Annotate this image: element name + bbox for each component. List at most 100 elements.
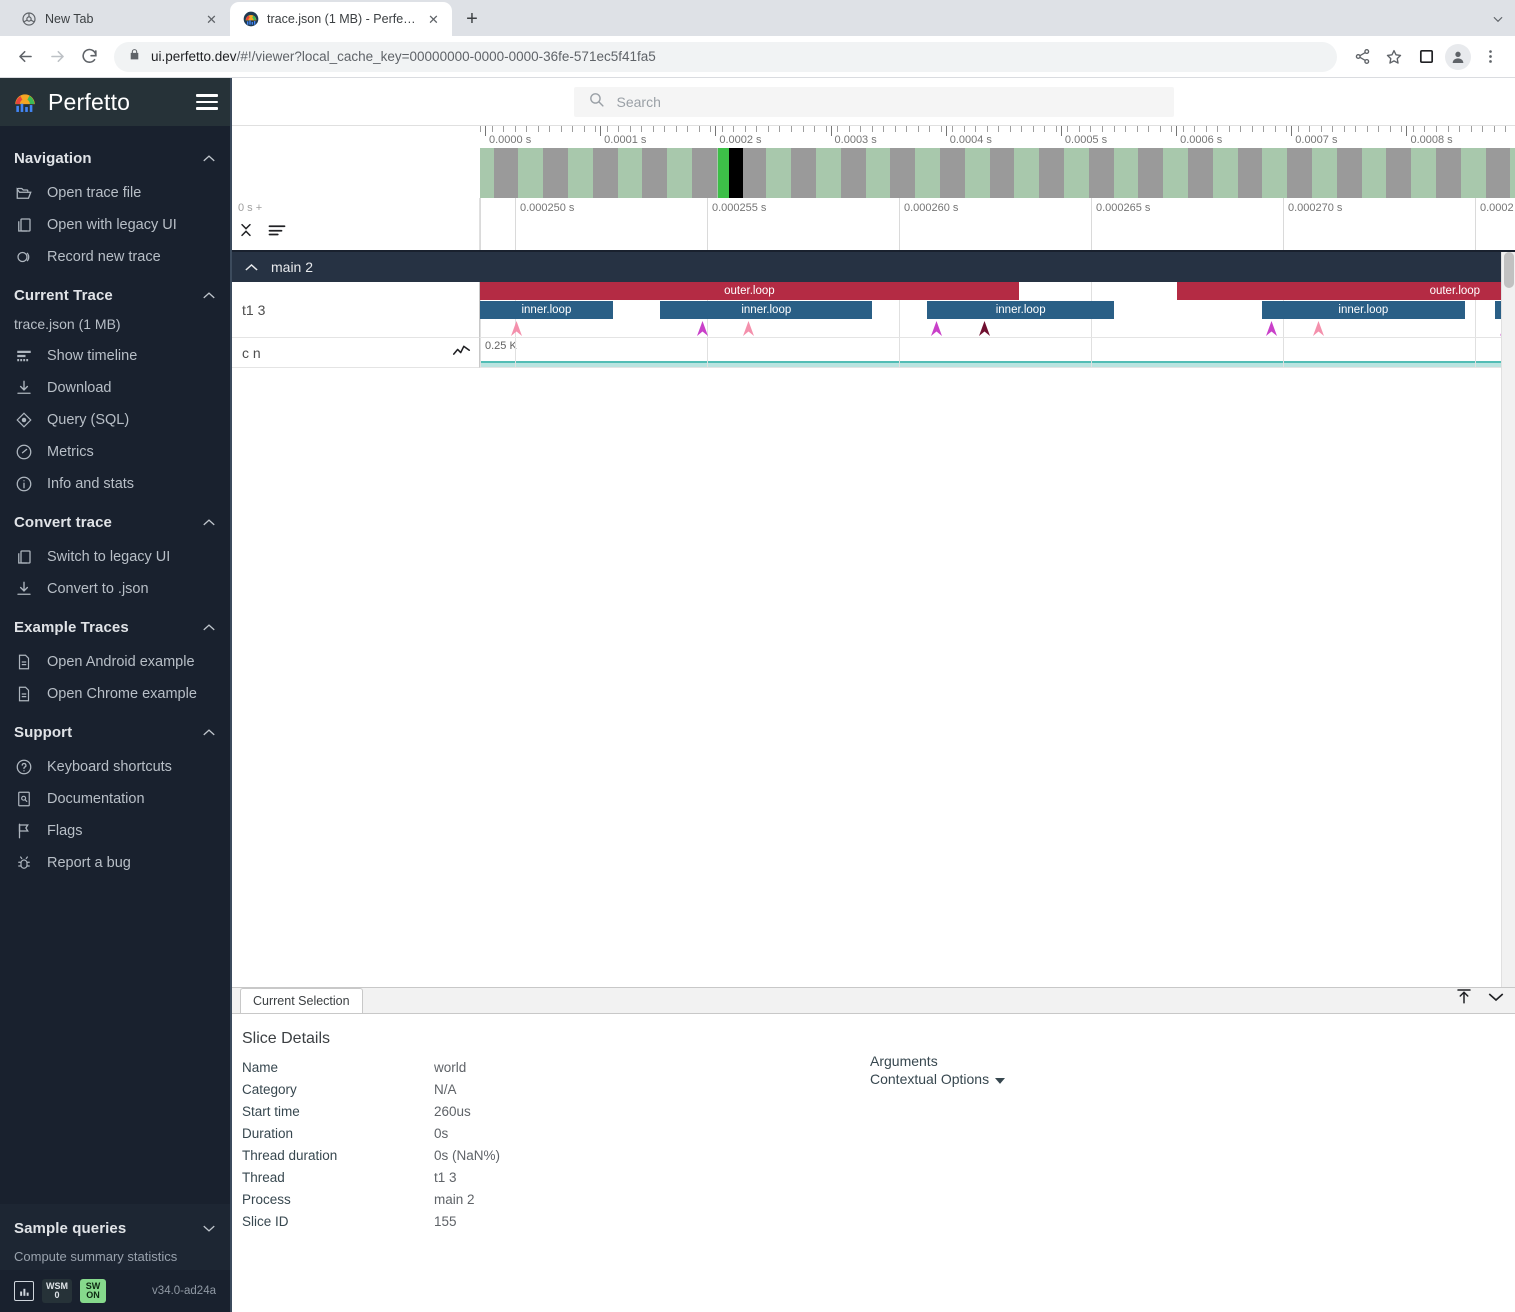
search-input[interactable]: Search [573, 86, 1174, 117]
close-icon[interactable]: ✕ [428, 11, 439, 27]
track-gridline [1091, 338, 1092, 367]
sidebar-item-open-chrome-example[interactable]: Open Chrome example [0, 678, 230, 710]
instant-marker-icon[interactable] [1499, 321, 1501, 337]
sidebar-item-flags[interactable]: Flags [0, 815, 230, 847]
browser-tab-perfetto[interactable]: trace.json (1 MB) - Perfetto UI ✕ [230, 2, 452, 36]
reload-icon[interactable] [74, 42, 104, 72]
sidebar-item-query-sql[interactable]: Query (SQL) [0, 404, 230, 436]
sidebar-item-info-and-stats[interactable]: Info and stats [0, 468, 230, 500]
sidebar-item-convert-to-json[interactable]: Convert to .json [0, 573, 230, 605]
sidebar-section-sample-queries[interactable]: Sample queries [0, 1206, 230, 1247]
close-icon[interactable]: ✕ [206, 11, 217, 27]
contextual-options-dropdown[interactable]: Contextual Options [870, 1071, 1515, 1087]
instant-marker-icon[interactable] [1312, 321, 1325, 337]
instant-marker-icon[interactable] [978, 321, 991, 337]
slice-inner-loop[interactable]: inner.loop [1494, 301, 1501, 319]
pin-up-icon[interactable] [1455, 987, 1473, 1010]
overview-activity-bar [852, 148, 866, 198]
instant-marker-icon[interactable] [930, 321, 943, 337]
new-tab-button[interactable]: + [466, 7, 478, 30]
sidebar-item-label: Documentation [47, 791, 145, 807]
sidebar-item-metrics[interactable]: Metrics [0, 436, 230, 468]
sidebar-item-documentation[interactable]: Documentation [0, 783, 230, 815]
sidebar-item-keyboard-shortcuts[interactable]: Keyboard shortcuts [0, 751, 230, 783]
tracks-area: main 2 t1 3 outer.loop outer.loop inner.lo… [232, 252, 1515, 987]
counter-track-canvas[interactable]: 0.25 K [480, 338, 1501, 368]
sidebar-item-open-with-legacy-ui[interactable]: Open with legacy UI [0, 209, 230, 241]
forward-arrow-icon[interactable] [42, 42, 72, 72]
slice-track-canvas[interactable]: outer.loop outer.loop inner.loop inner.loop… [480, 282, 1501, 338]
slice-inner-loop[interactable]: inner.loop [1261, 301, 1465, 319]
side-panel-icon[interactable] [1411, 42, 1441, 72]
collapse-vertical-icon[interactable] [238, 222, 254, 243]
instant-marker-icon[interactable] [696, 321, 709, 337]
slice-details-table: Name world Category N/A Start time 260us Durat… [240, 1056, 870, 1232]
tracks-vertical-scrollbar[interactable] [1501, 252, 1515, 987]
sidebar-item-switch-to-legacy-ui[interactable]: Switch to legacy UI [0, 541, 230, 573]
sidebar-section-navigation[interactable]: Navigation [0, 136, 230, 177]
chevron-up-icon[interactable] [202, 290, 216, 302]
overview-tick [1021, 126, 1023, 132]
slice-outer-loop[interactable]: outer.loop [1176, 282, 1501, 300]
overview-tick [537, 126, 539, 132]
avatar-icon[interactable] [1445, 43, 1471, 70]
slice-inner-loop[interactable]: inner.loop [660, 301, 873, 319]
sidebar-item-download[interactable]: Download [0, 372, 230, 404]
sidebar-section-current-trace[interactable]: Current Trace [0, 273, 230, 314]
instant-marker-icon[interactable] [742, 321, 755, 337]
sidebar-item-open-android-example[interactable]: Open Android example [0, 646, 230, 678]
instant-marker-icon[interactable] [510, 321, 523, 337]
chevron-down-icon[interactable] [1491, 12, 1505, 29]
sidebar-section-convert-trace[interactable]: Convert trace [0, 500, 230, 541]
back-arrow-icon[interactable] [10, 42, 40, 72]
line-chart-icon[interactable] [452, 344, 471, 361]
instant-marker-icon[interactable] [1265, 321, 1278, 337]
timeline-ruler-scale[interactable]: 0.000250 s 0.000255 s 0.000260 s 0.000265 s… [480, 198, 1515, 250]
bar-chart-icon[interactable] [14, 1281, 34, 1301]
overview-minimap[interactable] [480, 148, 1515, 198]
chevron-up-icon[interactable] [202, 153, 216, 165]
sidebar-item-open-trace-file[interactable]: Open trace file [0, 177, 230, 209]
browser-tab-new-tab[interactable]: New Tab ✕ [8, 2, 230, 36]
chevron-down-icon[interactable] [202, 1223, 216, 1235]
tab-current-selection[interactable]: Current Selection [240, 988, 363, 1013]
track-shell-t1-3[interactable]: t1 3 [232, 282, 480, 338]
trace-overview[interactable]: 0.0000 s 0.0001 s 0.0002 s 0.0003 s 0.0004 s… [232, 126, 1515, 198]
chevron-up-icon[interactable] [202, 517, 216, 529]
star-icon[interactable] [1379, 42, 1409, 72]
process-group-header-main2[interactable]: main 2 [232, 252, 1501, 282]
sidebar-section-example-traces[interactable]: Example Traces [0, 605, 230, 646]
track-filter-icon[interactable] [268, 223, 286, 242]
hamburger-icon[interactable] [196, 94, 218, 110]
window-copy-icon [14, 216, 33, 235]
chevron-up-icon[interactable] [202, 727, 216, 739]
sidebar-item-report-a-bug[interactable]: Report a bug [0, 847, 230, 879]
sidebar-item-label: Open Android example [47, 654, 195, 670]
sidebar-section-support[interactable]: Support [0, 710, 230, 751]
sidebar-item-show-timeline[interactable]: Show timeline [0, 340, 230, 372]
slice-inner-loop[interactable]: inner.loop [480, 301, 613, 319]
overview-activity-bar [1287, 148, 1299, 198]
slice-outer-loop[interactable]: outer.loop [480, 282, 1019, 300]
chevron-up-icon[interactable] [202, 622, 216, 634]
current-trace-filename: trace.json (1 MB) [14, 316, 121, 332]
chevron-up-icon[interactable] [244, 259, 259, 275]
timeline-icon [14, 347, 33, 366]
overview-viewport-selection[interactable] [729, 148, 743, 198]
scrollbar-thumb[interactable] [1504, 252, 1514, 288]
slice-detail-key: Slice ID [242, 1213, 289, 1229]
sidebar-item-record-new-trace[interactable]: Record new trace [0, 241, 230, 273]
section-title-label: Support [14, 724, 73, 741]
wasm-value: 0 [54, 1290, 60, 1300]
sample-query-item[interactable]: Compute summary statistics [14, 1249, 178, 1264]
overview-viewport-start-marker[interactable] [718, 148, 729, 198]
caret-down-icon[interactable] [995, 1071, 1006, 1087]
share-icon[interactable] [1347, 42, 1377, 72]
browser-toolbar: ui.perfetto.dev/#!/viewer?local_cache_ke… [0, 36, 1515, 78]
kebab-menu-icon[interactable] [1475, 42, 1505, 72]
track-shell-c-n[interactable]: c n [232, 338, 480, 368]
chevron-down-icon[interactable] [1487, 990, 1505, 1008]
overview-activity-bar [1000, 148, 1015, 198]
address-bar[interactable]: ui.perfetto.dev/#!/viewer?local_cache_ke… [114, 41, 1337, 72]
slice-inner-loop[interactable]: inner.loop [927, 301, 1114, 319]
